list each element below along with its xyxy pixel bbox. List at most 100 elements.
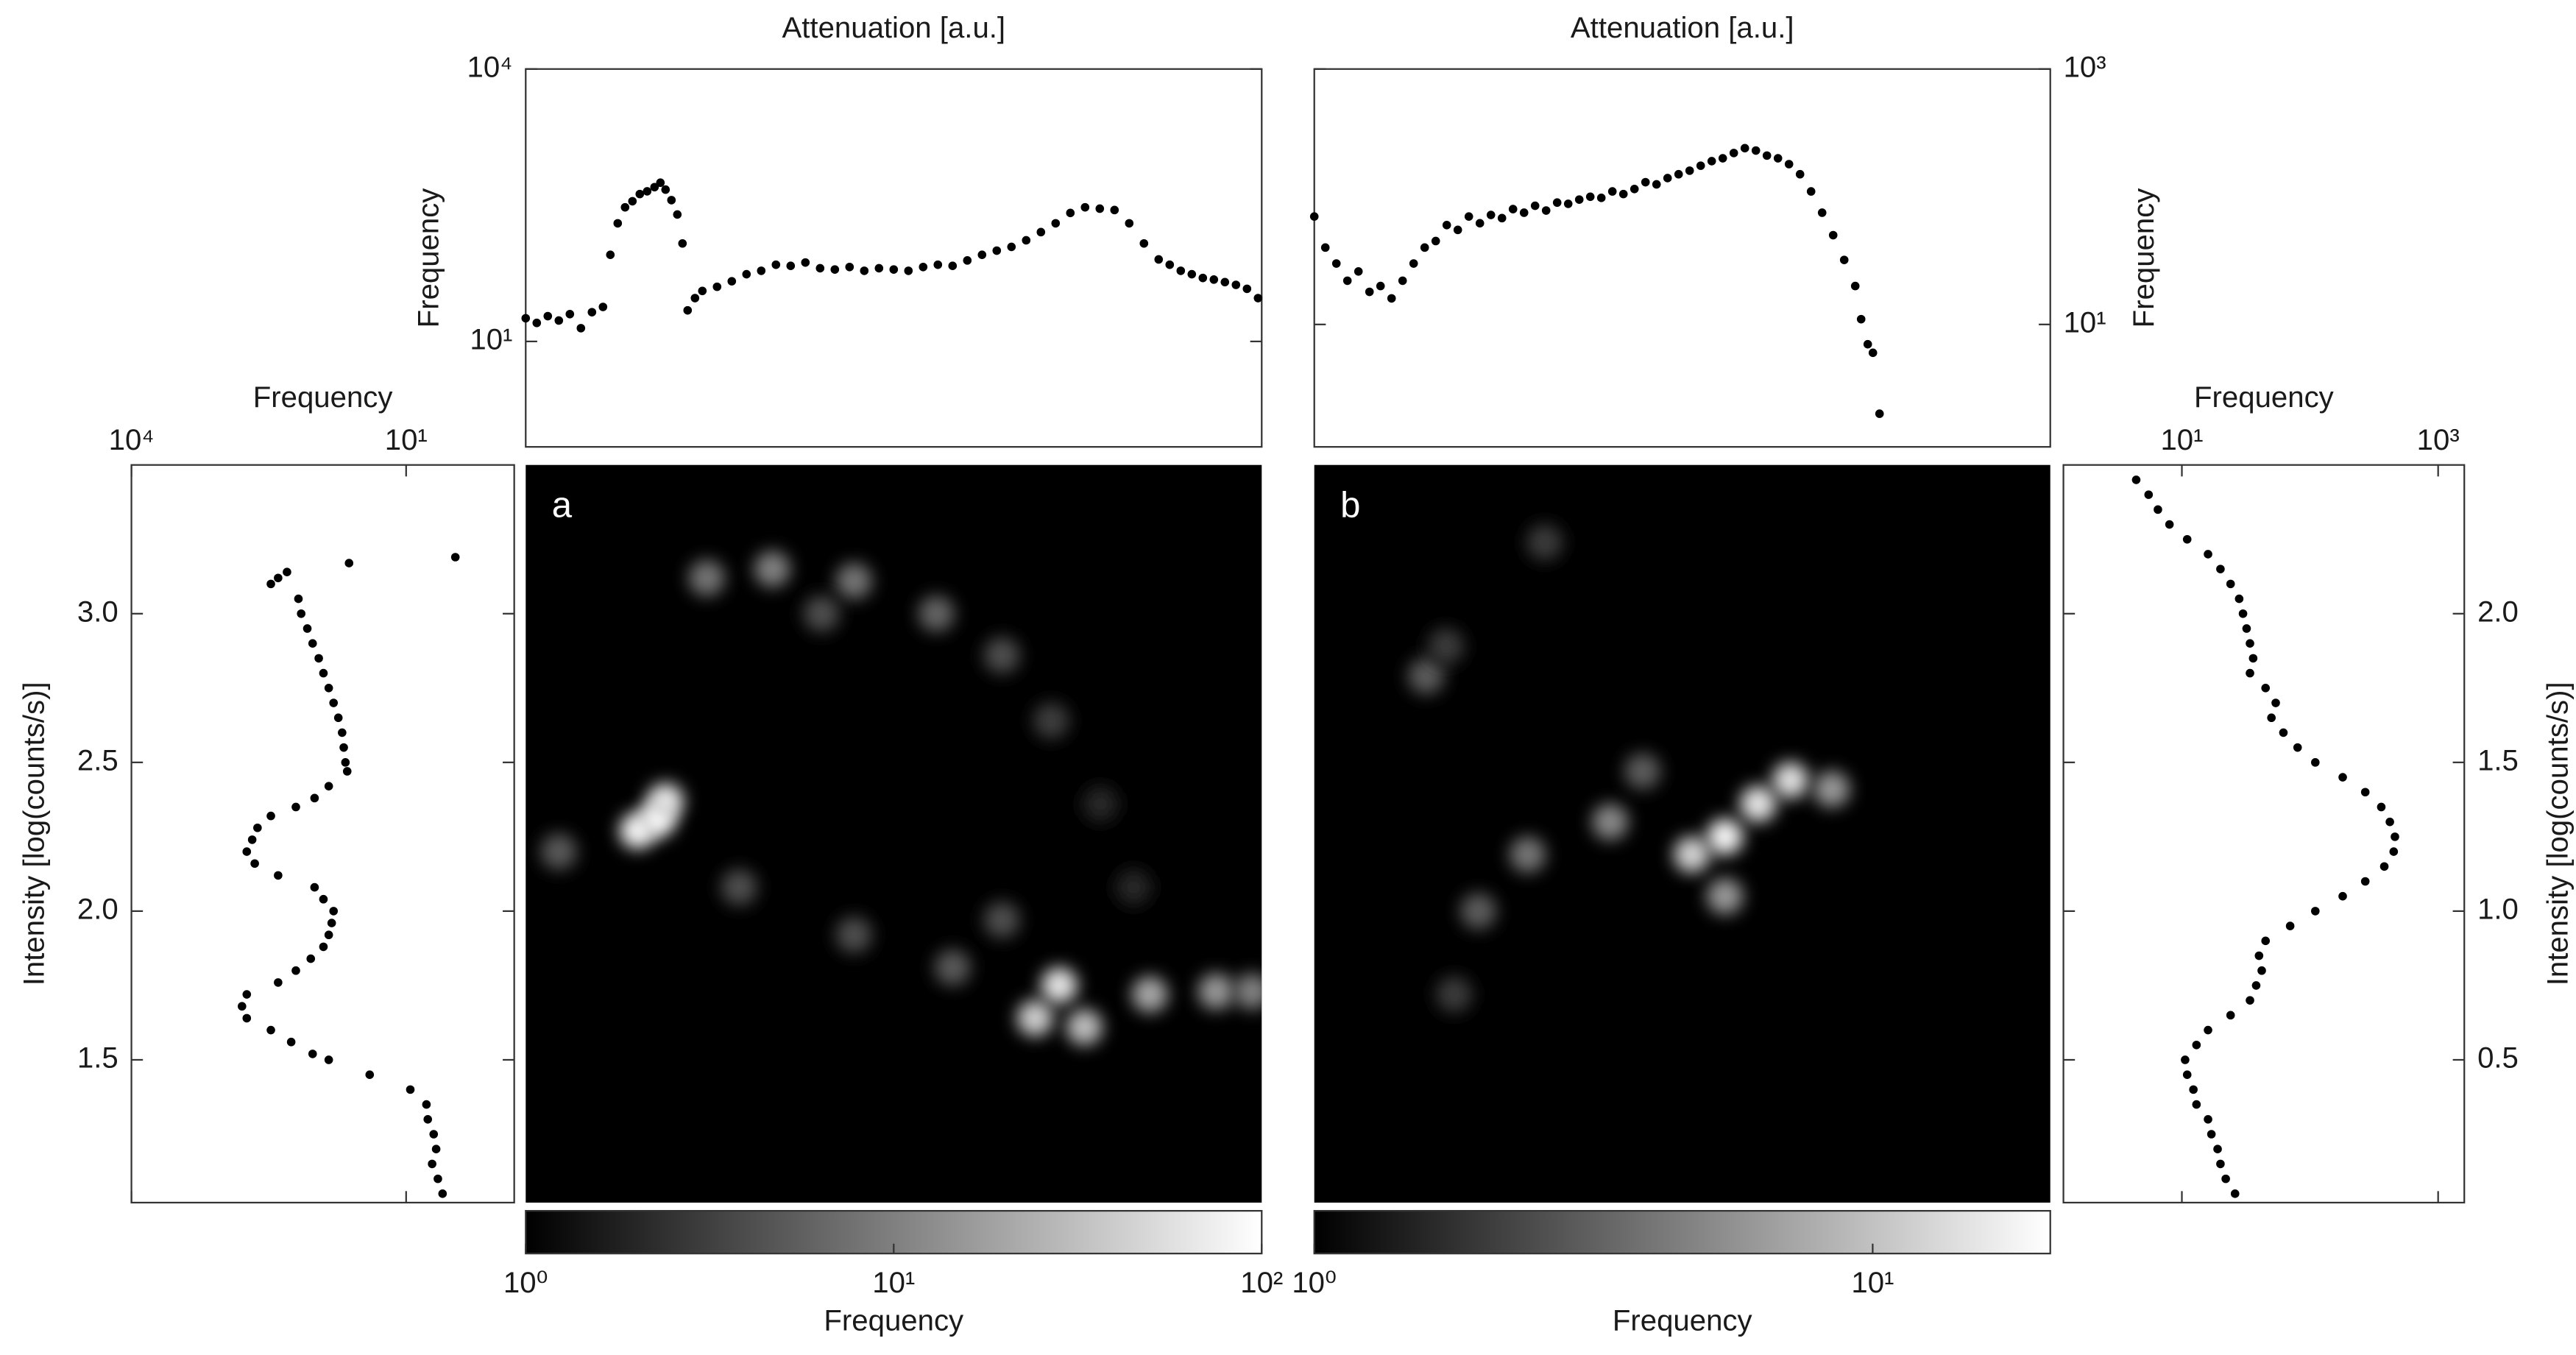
data-point [933,260,943,269]
data-point [2251,981,2261,990]
data-point [613,219,623,228]
data-point [1022,236,1031,245]
data-point [992,246,1002,255]
data-point [1596,194,1606,202]
data-point [327,919,336,927]
data-point [757,266,766,275]
data-point [1751,146,1761,155]
data-point [771,260,781,269]
heatmap-background [1314,464,2050,1203]
data-point [2267,713,2276,723]
data-point [554,316,564,325]
y-tick-label: 10¹ [470,323,512,356]
heatmap-cell [1526,524,1563,561]
data-point [2360,877,2370,886]
data-point [319,894,328,904]
data-point [2226,1011,2235,1020]
data-point [1607,187,1617,196]
x-tick-label: 10¹ [385,423,428,456]
data-point [1552,198,1562,208]
data-point [2131,475,2141,484]
data-point [310,793,319,803]
data-point [521,314,531,323]
heatmap-cell [619,813,656,849]
data-point [339,743,348,752]
data-point [2261,936,2271,946]
data-point [2204,1025,2212,1035]
data-point [2238,609,2248,618]
data-point [1066,208,1075,218]
data-point [2242,624,2251,633]
data-point [2246,639,2254,648]
y-tick-label: 1.5 [77,1041,118,1075]
data-point [2226,579,2235,589]
data-point [1618,189,1628,199]
data-point [565,309,575,319]
data-point [1541,206,1551,215]
data-point [1125,219,1134,228]
data-point [1139,238,1149,248]
y-tick-label: 10³ [2064,50,2106,83]
panel-label: b [1340,486,1360,526]
data-point [1051,219,1061,228]
data-point [2338,773,2347,782]
data-point [830,265,840,274]
plot-frame [2062,464,2466,1204]
heatmap-cells [1408,524,1850,1013]
plot-frame [525,68,1263,448]
heatmap-cell [1428,628,1465,665]
data-point [1253,294,1263,303]
data-point [1387,294,1396,303]
heatmap-cell [1814,771,1850,807]
data-point [1187,269,1197,279]
data-point [1095,204,1105,213]
data-point [598,303,608,311]
data-point [266,811,275,821]
colorbar-tick-label: 10² [1240,1266,1283,1299]
y-axis-label: Frequency [411,188,445,328]
data-point [1497,213,1507,223]
data-point [2248,654,2258,663]
data-point [302,624,312,633]
data-point [438,1189,447,1198]
heatmap-cell [1082,785,1119,822]
y-tick-label: 2.0 [77,893,118,926]
heatmap-cell [1197,973,1234,1010]
data-point [2389,847,2399,856]
data-point [274,978,283,987]
data-point [1762,151,1772,160]
heatmap-cell [934,949,971,986]
y-tick-label: 10⁴ [467,50,513,83]
plot-frame [1313,68,2051,448]
data-point [2254,951,2264,960]
colorbar-label: Frequency [1613,1304,1752,1337]
data-point [1508,205,1518,213]
colorbar-tick-label: 10¹ [872,1266,915,1299]
data-point [2234,594,2244,604]
data-point [2285,921,2295,930]
data-point [1376,281,1385,291]
heatmap-cell [1740,785,1777,822]
data-point [712,282,722,291]
data-point [253,823,262,832]
data-point [1519,208,1529,217]
data-point [683,305,693,315]
data-point [1828,230,1838,240]
heatmap-cell [1460,893,1497,930]
heatmap-cell [1016,1000,1053,1036]
data-point [242,990,252,999]
data-point [1242,284,1252,294]
data-point [1718,154,1727,163]
data-point [1398,276,1407,286]
y-tick-label: 1.5 [2477,743,2519,776]
data-point [919,262,928,272]
data-point [365,1070,375,1079]
y-tick-label: 0.5 [2477,1041,2519,1075]
heatmap-cell [1707,878,1744,915]
data-point [1663,174,1672,183]
data-point [1176,266,1186,275]
data-point [2257,966,2266,975]
data-point [324,684,333,693]
data-point [977,250,987,259]
